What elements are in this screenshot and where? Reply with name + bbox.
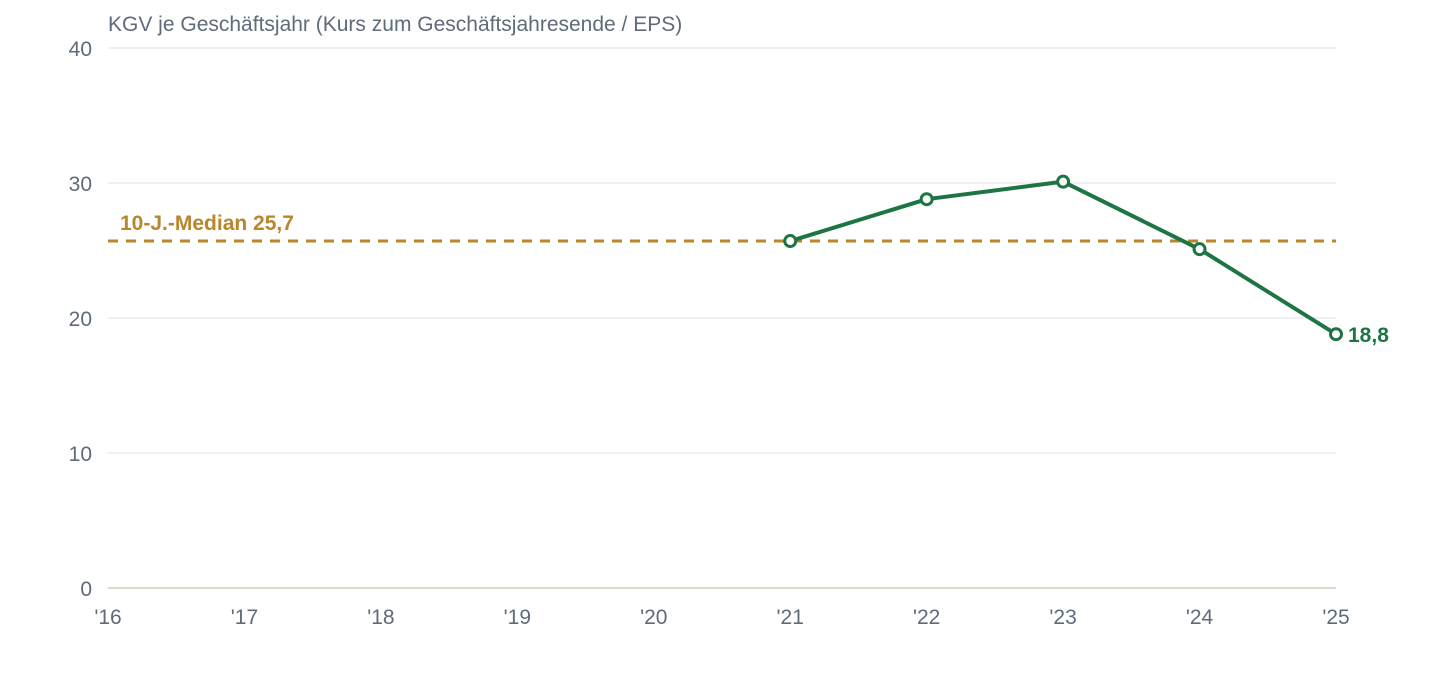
x-tick-label-6: '22: [913, 606, 940, 629]
y-tick-label-2: 20: [69, 308, 92, 331]
y-tick-label-0: 0: [80, 578, 92, 601]
x-tick-label-7: '23: [1049, 606, 1076, 629]
y-tick-label-3: 30: [69, 173, 92, 196]
data-point-23: [1056, 174, 1071, 189]
x-tick-label-1: '17: [231, 606, 258, 629]
last-value-label: 18,8: [1348, 324, 1389, 347]
data-point-22: [919, 192, 934, 207]
x-tick-label-5: '21: [777, 606, 804, 629]
median-reference-label: 10-J.-Median 25,7: [120, 212, 294, 235]
y-axis-tick-labels: 0 10 20 30 40: [69, 38, 92, 601]
data-point-21: [783, 234, 798, 249]
series-line-0: [788, 179, 1338, 337]
x-tick-label-2: '18: [367, 606, 394, 629]
y-tick-label-1: 10: [69, 443, 92, 466]
x-tick-label-3: '19: [504, 606, 531, 629]
data-point-25: [1329, 327, 1343, 342]
data-point-24: [1192, 242, 1207, 257]
x-tick-label-0: '16: [94, 606, 121, 629]
x-tick-label-9: '25: [1322, 606, 1349, 629]
x-tick-label-8: '24: [1186, 606, 1214, 629]
x-axis-tick-labels: '16 '17 '18 '19 '20 '21 '22 '23 '24 '25: [94, 606, 1349, 629]
y-tick-label-4: 40: [69, 38, 92, 61]
median-reference: 10-J.-Median 25,7: [108, 212, 1336, 243]
chart-title: KGV je Geschäftsjahr (Kurs zum Geschäfts…: [108, 13, 682, 36]
grid-lines: [108, 47, 1336, 589]
pe-series: [783, 174, 1343, 342]
x-tick-label-4: '20: [640, 606, 667, 629]
